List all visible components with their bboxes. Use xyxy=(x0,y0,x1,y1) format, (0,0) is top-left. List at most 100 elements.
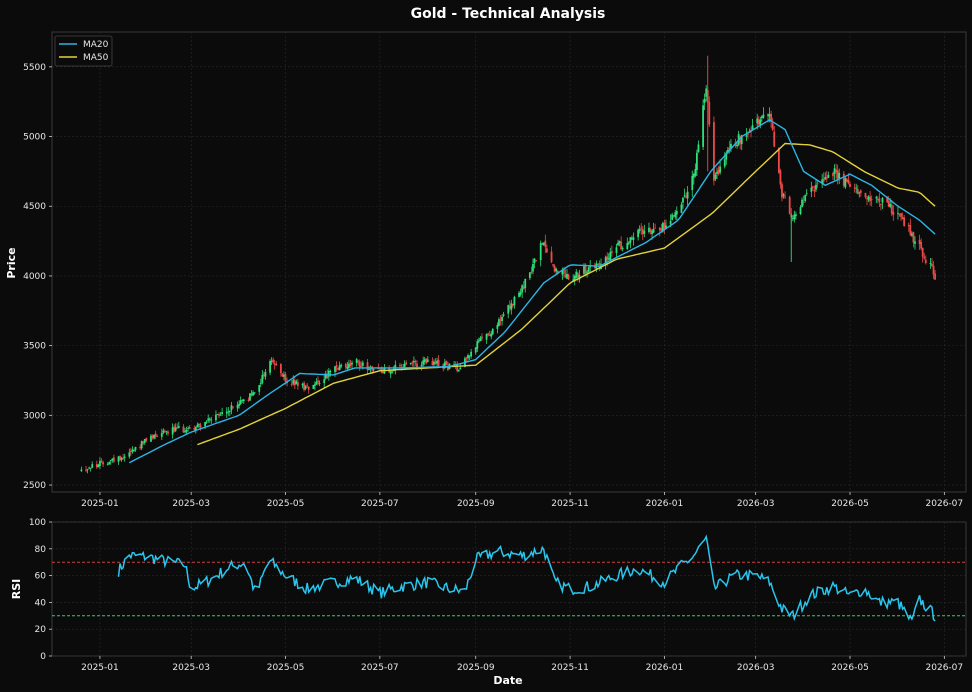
candle-body xyxy=(324,373,327,379)
candle-body xyxy=(360,365,363,367)
candle-body xyxy=(306,384,309,386)
candle-body xyxy=(283,374,285,377)
candle-body xyxy=(760,116,763,119)
price-y-tick-label: 4500 xyxy=(23,202,46,212)
candle-body xyxy=(784,196,786,198)
candle-body xyxy=(583,266,585,274)
candle-body xyxy=(597,263,599,265)
candle-body xyxy=(476,341,479,349)
candle-body xyxy=(811,186,814,188)
candle-body xyxy=(924,259,927,264)
candle-body xyxy=(377,368,380,370)
candle-body xyxy=(465,357,468,359)
candle-body xyxy=(518,292,520,297)
candle-body xyxy=(607,258,610,260)
candle-body xyxy=(705,88,708,97)
candle-body xyxy=(140,441,143,449)
candle-body xyxy=(349,363,352,366)
candle-body xyxy=(847,179,850,184)
candle-body xyxy=(273,363,276,365)
candle-body xyxy=(122,457,125,459)
candle-body xyxy=(250,393,253,395)
candle-body xyxy=(802,201,805,203)
candle-body xyxy=(368,369,370,371)
candle-body xyxy=(934,273,936,280)
legend: MA20 MA50 xyxy=(54,35,113,67)
candle-body xyxy=(881,197,884,203)
candle-body xyxy=(522,286,525,290)
candle-body xyxy=(866,198,868,200)
candle-body xyxy=(658,227,661,231)
candle-body xyxy=(219,414,222,416)
candle-body xyxy=(903,217,906,226)
candle-body xyxy=(264,371,267,377)
candle-body xyxy=(307,386,310,390)
candle-body xyxy=(618,241,621,244)
price-y-tick-label: 5000 xyxy=(23,133,46,143)
candle-body xyxy=(499,319,502,321)
candle-body xyxy=(589,265,592,268)
candle-body xyxy=(425,358,428,364)
candle-body xyxy=(631,238,633,240)
candle-body xyxy=(867,196,870,200)
candle-body xyxy=(510,303,513,310)
candle-body xyxy=(898,213,901,215)
rsi-y-tick-label: 0 xyxy=(40,652,46,662)
candle-body xyxy=(723,159,726,167)
candle-body xyxy=(844,178,847,188)
candle-body xyxy=(119,455,121,461)
candle-body xyxy=(295,381,298,385)
candle-body xyxy=(154,433,157,437)
candle-body xyxy=(405,362,408,365)
candle-body xyxy=(361,362,364,366)
candle-body xyxy=(801,199,803,208)
candle-body xyxy=(675,211,678,215)
candle-body xyxy=(502,314,505,316)
candle-body xyxy=(550,251,553,263)
candle-body xyxy=(403,363,406,368)
candle-body xyxy=(511,303,514,306)
candle-body xyxy=(859,190,862,193)
candle-body xyxy=(303,382,305,391)
candle-body xyxy=(739,136,742,144)
rsi-y-axis-label: RSI xyxy=(10,579,23,600)
candle-body xyxy=(163,431,166,432)
candle-body xyxy=(649,229,652,232)
candle-body xyxy=(351,362,353,365)
candle-body xyxy=(923,256,926,259)
candle-body xyxy=(270,360,273,362)
candle-body xyxy=(572,279,575,281)
candle-body xyxy=(541,243,544,245)
candle-body xyxy=(858,192,861,194)
rsi-x-tick-label: 2026-05 xyxy=(831,663,869,673)
candle-body xyxy=(907,225,910,227)
candle-body xyxy=(561,269,564,275)
candle-body xyxy=(207,418,210,421)
candle-body xyxy=(456,363,459,371)
candle-body xyxy=(269,361,271,373)
candle-body xyxy=(420,364,423,367)
rsi-y-tick-label: 40 xyxy=(35,598,47,608)
candle-body xyxy=(864,192,867,198)
price-plot-area xyxy=(51,31,967,493)
candle-body xyxy=(426,359,429,362)
candle-body xyxy=(337,367,340,370)
candle-body xyxy=(685,195,687,198)
candle-body xyxy=(813,189,816,192)
candle-body xyxy=(196,424,199,428)
candle-body xyxy=(566,273,568,279)
candle-body xyxy=(632,237,635,240)
candle-body xyxy=(683,195,686,197)
candle-body xyxy=(519,292,522,295)
candle-body xyxy=(97,464,100,468)
rsi-x-ticks: 2025-01 2025-03 2025-05 2025-07 2025-09 2025-… xyxy=(81,656,963,673)
candle-body xyxy=(236,404,239,409)
candle-body xyxy=(825,177,828,179)
price-x-tick-label: 2025-09 xyxy=(457,499,495,509)
candle-body xyxy=(544,240,547,247)
candle-body xyxy=(794,214,797,216)
candle-body xyxy=(703,98,706,103)
candle-body xyxy=(719,166,722,173)
candle-body xyxy=(445,360,448,366)
